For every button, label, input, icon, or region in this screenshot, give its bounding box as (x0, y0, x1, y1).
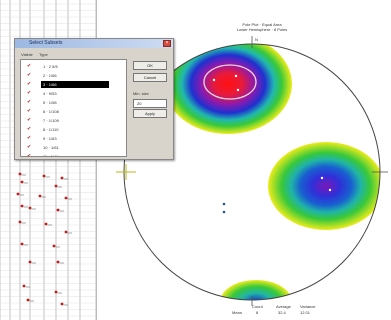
subset-label: 8 · 1/110 (43, 127, 59, 132)
ok-button[interactable]: OK (133, 61, 167, 70)
min-size-label: Min. size (133, 91, 149, 96)
data-marker (64, 230, 68, 234)
subset-list-item[interactable]: ✔ 1 · 2 5/5 (21, 62, 126, 71)
subset-list-item[interactable]: ✔ 10 · 1/61 (21, 143, 126, 152)
selection-highlight (41, 81, 109, 88)
data-marker (56, 260, 60, 264)
dialog-title-bar[interactable]: Select Subsets × (15, 39, 173, 48)
data-marker (20, 180, 24, 184)
subset-list-item[interactable]: ✔ 5 · 1/58 (21, 98, 126, 107)
data-marker (42, 174, 46, 178)
pole-points (212, 74, 332, 214)
legend-value-variance: 12.01 (300, 310, 311, 315)
subset-label: 4 · 9/53 (43, 91, 57, 96)
data-marker (60, 176, 64, 180)
pole-point (222, 210, 226, 214)
data-marker (54, 184, 58, 188)
subset-list-item[interactable]: ✔ 2 · 1/66 (21, 71, 126, 80)
check-icon[interactable]: ✔ (27, 108, 32, 114)
check-icon[interactable]: ✔ (27, 72, 32, 78)
subset-list-item[interactable]: ✔ 11 · 1/41 (21, 152, 126, 157)
data-marker (54, 290, 58, 294)
pole-point (328, 188, 332, 192)
north-label: N (255, 37, 258, 42)
contour-cluster-top (164, 44, 292, 134)
check-icon[interactable]: ✔ (27, 117, 32, 123)
data-marker (20, 242, 24, 246)
subset-label: 5 · 1/58 (43, 100, 57, 105)
data-marker (22, 284, 26, 288)
check-icon[interactable]: ✔ (27, 90, 32, 96)
select-subsets-dialog[interactable]: Select Subsets × Visible Type ✔ 1 · 2 5/5… (14, 38, 174, 160)
subset-list[interactable]: ✔ 1 · 2 5/5 ✔ 2 · 1/66 ✔ 3 · 1/66 ✔ 4 · 9/53 ✔ 5 … (20, 59, 127, 157)
header-visible: Visible (21, 52, 33, 57)
plot-title: Pole Plot · Equal Area (242, 22, 282, 27)
legend-header-average: Average (276, 304, 292, 309)
list-header: Visible Type (21, 52, 125, 58)
min-size-input[interactable]: 20 (133, 99, 167, 108)
data-marker (60, 302, 64, 306)
check-icon[interactable]: ✔ (27, 63, 32, 69)
subset-list-item[interactable]: ✔ 4 · 9/53 (21, 89, 126, 98)
pole-point (222, 202, 226, 206)
check-icon[interactable]: ✔ (27, 144, 32, 150)
pole-point (320, 176, 324, 180)
pole-point (234, 74, 238, 78)
check-icon[interactable]: ✔ (27, 135, 32, 141)
subset-label: 2 · 1/66 (43, 73, 57, 78)
header-type: Type (39, 52, 48, 57)
cancel-button[interactable]: Cancel (133, 73, 167, 82)
check-icon[interactable]: ✔ (27, 99, 32, 105)
subset-label: 9 · 1/63 (43, 136, 57, 141)
density-contours (164, 44, 380, 300)
legend-value-count: 8 (256, 310, 259, 315)
data-marker (20, 204, 24, 208)
close-icon[interactable]: × (163, 40, 171, 47)
legend-header-count: Count (252, 304, 264, 309)
data-marker (28, 260, 32, 264)
data-marker (56, 208, 60, 212)
contour-cluster-right (268, 142, 380, 230)
subset-list-item[interactable]: ✔ 7 · 1/109 (21, 116, 126, 125)
mean-cone-ellipse (203, 64, 257, 100)
legend-row-label: Mean (232, 310, 242, 315)
pole-point (236, 88, 240, 92)
data-marker (18, 220, 22, 224)
subset-list-item[interactable]: ✔ 9 · 1/63 (21, 134, 126, 143)
data-marker (28, 206, 32, 210)
data-marker (52, 244, 56, 248)
subset-label: 1 · 2 5/5 (43, 64, 58, 69)
check-icon[interactable]: ✔ (27, 126, 32, 132)
data-marker (26, 298, 30, 302)
subset-list-item[interactable]: ✔ 6 · 1/108 (21, 107, 126, 116)
legend-value-average: 32.4 (278, 310, 287, 315)
subset-list-item[interactable]: ✔ 8 · 1/110 (21, 125, 126, 134)
data-marker (44, 222, 48, 226)
dialog-title: Select Subsets (29, 40, 63, 46)
check-icon[interactable]: ✔ (27, 81, 32, 87)
subset-label: 10 · 1/61 (43, 145, 59, 150)
stats-legend: Count Average Variance Mean 8 32.4 12.01 (232, 304, 316, 315)
data-marker (18, 172, 22, 176)
plot-subtitle: Lower Hemisphere · 8 Poles (237, 27, 287, 32)
contour-cluster-bottom (220, 280, 292, 300)
data-marker (64, 196, 68, 200)
data-marker (16, 192, 20, 196)
subset-label: 3 · 1/66 (43, 82, 57, 87)
subset-label: 6 · 1/108 (43, 109, 59, 114)
data-marker (38, 194, 42, 198)
legend-header-variance: Variance (300, 304, 316, 309)
apply-button[interactable]: Apply (133, 109, 167, 118)
subset-list-item[interactable]: ✔ 3 · 1/66 (21, 80, 126, 89)
pole-point (212, 78, 216, 82)
subset-label: 11 · 1/41 (43, 154, 59, 157)
check-icon[interactable]: ✔ (27, 153, 32, 157)
subset-label: 7 · 1/109 (43, 118, 59, 123)
